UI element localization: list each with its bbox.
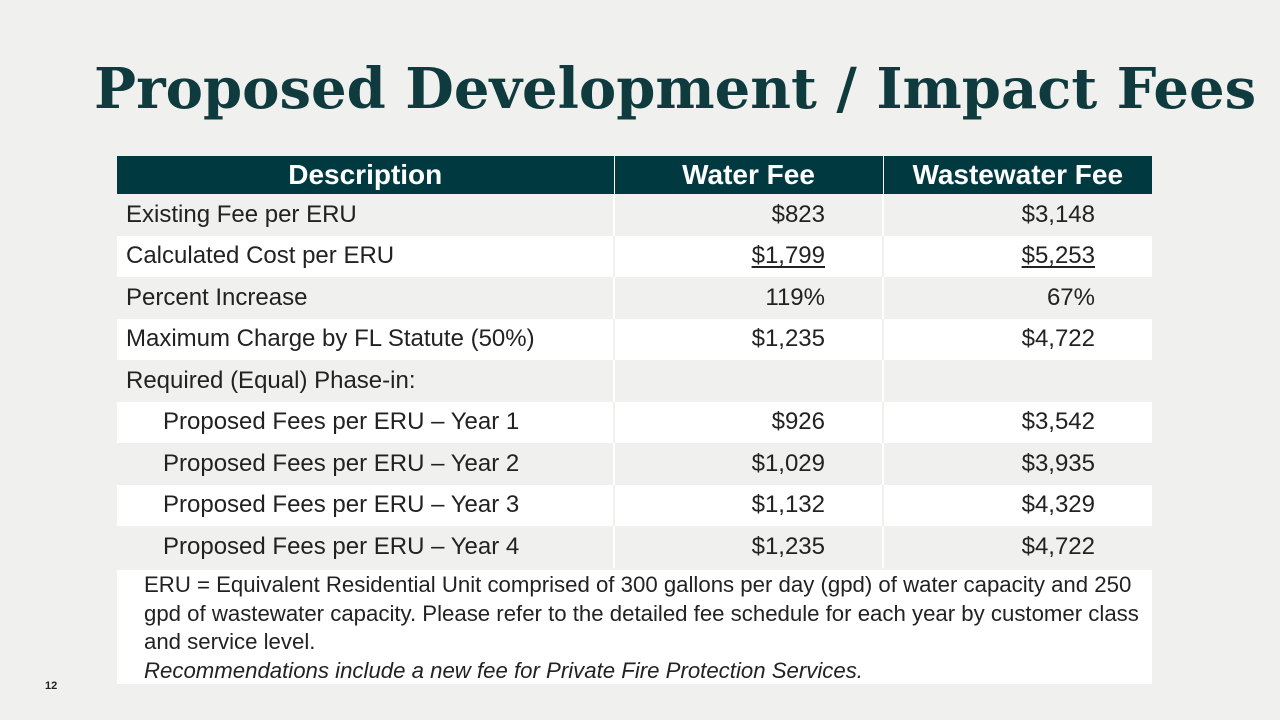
row-water-fee: $1,235 bbox=[613, 526, 883, 568]
table-row: Proposed Fees per ERU – Year 1 $926 $3,5… bbox=[117, 401, 1152, 443]
table-header-row: Description Water Fee Wastewater Fee bbox=[117, 156, 1152, 194]
table-row: Calculated Cost per ERU $1,799 $5,253 bbox=[117, 235, 1152, 277]
row-water-fee: $1,132 bbox=[613, 484, 883, 526]
row-description: Calculated Cost per ERU bbox=[117, 235, 614, 277]
row-water-fee: $823 bbox=[613, 194, 883, 236]
row-water-fee: $1,799 bbox=[613, 235, 883, 277]
recommendation-note: Recommendations include a new fee for Pr… bbox=[144, 657, 863, 683]
row-water-fee: $1,235 bbox=[613, 318, 883, 360]
table-row: Proposed Fees per ERU – Year 4 $1,235 $4… bbox=[117, 526, 1152, 568]
row-wastewater-fee: $3,542 bbox=[882, 401, 1152, 443]
underlined-value: $1,799 bbox=[751, 242, 825, 270]
row-wastewater-fee: $5,253 bbox=[882, 235, 1152, 277]
row-wastewater-fee: $4,722 bbox=[882, 526, 1152, 568]
eru-definition: ERU = Equivalent Residential Unit compri… bbox=[144, 572, 1139, 655]
row-wastewater-fee: $4,329 bbox=[882, 484, 1152, 526]
table-row: Maximum Charge by FL Statute (50%) $1,23… bbox=[117, 318, 1152, 360]
table-row: Required (Equal) Phase-in: bbox=[117, 360, 1152, 402]
row-description: Proposed Fees per ERU – Year 1 bbox=[117, 401, 614, 443]
row-wastewater-fee bbox=[882, 360, 1152, 402]
footnote-box: ERU = Equivalent Residential Unit compri… bbox=[117, 570, 1152, 684]
table-row: Proposed Fees per ERU – Year 3 $1,132 $4… bbox=[117, 484, 1152, 526]
row-description: Percent Increase bbox=[117, 277, 614, 319]
row-description: Proposed Fees per ERU – Year 2 bbox=[117, 443, 614, 485]
row-description: Maximum Charge by FL Statute (50%) bbox=[117, 318, 614, 360]
table-row: Existing Fee per ERU $823 $3,148 bbox=[117, 194, 1152, 236]
row-description: Existing Fee per ERU bbox=[117, 194, 614, 236]
row-water-fee: 119% bbox=[613, 277, 883, 319]
fees-table: Description Water Fee Wastewater Fee Exi… bbox=[117, 156, 1152, 568]
slide-title: Proposed Development / Impact Fees bbox=[94, 56, 1257, 122]
header-water-fee: Water Fee bbox=[613, 156, 883, 194]
row-water-fee: $1,029 bbox=[613, 443, 883, 485]
row-wastewater-fee: $3,148 bbox=[882, 194, 1152, 236]
underlined-value: $5,253 bbox=[1021, 242, 1095, 270]
row-description: Proposed Fees per ERU – Year 3 bbox=[117, 484, 614, 526]
row-description: Required (Equal) Phase-in: bbox=[117, 360, 614, 402]
row-description: Proposed Fees per ERU – Year 4 bbox=[117, 526, 614, 568]
row-wastewater-fee: 67% bbox=[882, 277, 1152, 319]
table-row: Percent Increase 119% 67% bbox=[117, 277, 1152, 319]
page-number: 12 bbox=[45, 680, 58, 692]
header-wastewater-fee: Wastewater Fee bbox=[882, 156, 1152, 194]
row-wastewater-fee: $4,722 bbox=[882, 318, 1152, 360]
table-row: Proposed Fees per ERU – Year 2 $1,029 $3… bbox=[117, 443, 1152, 485]
row-water-fee: $926 bbox=[613, 401, 883, 443]
row-water-fee bbox=[613, 360, 883, 402]
row-wastewater-fee: $3,935 bbox=[882, 443, 1152, 485]
header-description: Description bbox=[117, 156, 614, 194]
